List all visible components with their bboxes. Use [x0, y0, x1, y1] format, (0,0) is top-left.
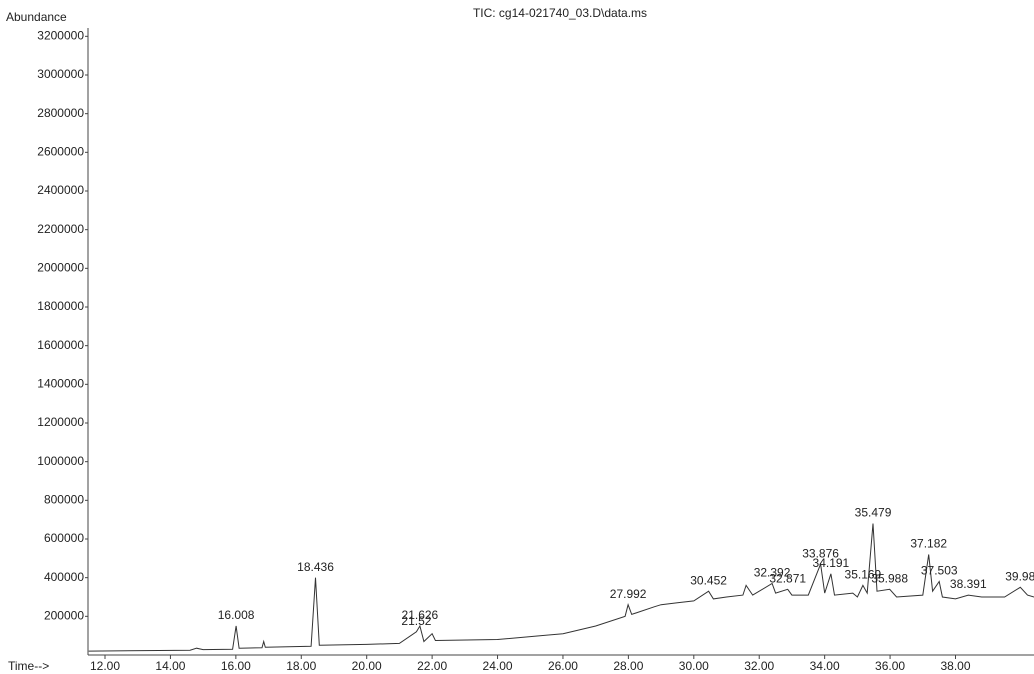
peak-label: 37.182	[910, 537, 947, 551]
x-tick-label: 18.00	[286, 659, 316, 673]
x-tick-label: 36.00	[875, 659, 905, 673]
peak-label: 33.876	[802, 546, 839, 560]
y-tick-label: 2800000	[37, 106, 84, 120]
y-tick-label: 2000000	[37, 261, 84, 275]
x-tick-label: 24.00	[483, 659, 513, 673]
x-tick-label: 14.00	[155, 659, 185, 673]
peak-label: 27.992	[610, 587, 647, 601]
x-tick-label: 34.00	[810, 659, 840, 673]
x-tick-label: 26.00	[548, 659, 578, 673]
x-tick-label: 16.00	[221, 659, 251, 673]
y-axis-label: Abundance	[6, 10, 67, 24]
x-axis-label: Time-->	[8, 659, 49, 673]
trace	[88, 523, 1034, 652]
peak-label: 37.503	[921, 564, 958, 578]
x-tick-label: 22.00	[417, 659, 447, 673]
peak-label: 30.452	[690, 573, 727, 587]
y-tick-label: 1800000	[37, 299, 84, 313]
peak-label: 16.008	[218, 608, 255, 622]
y-tick-label: 400000	[44, 570, 84, 584]
peak-label: 18.436	[297, 560, 334, 574]
x-tick-label: 20.00	[352, 659, 382, 673]
y-tick-label: 2400000	[37, 183, 84, 197]
y-tick-label: 800000	[44, 493, 84, 507]
peak-label: 32.871	[769, 571, 806, 585]
peak-label: 32.392	[754, 566, 791, 580]
peak-label: 35.479	[855, 506, 892, 520]
y-tick-label: 2600000	[37, 145, 84, 159]
peak-label: 39.98	[1005, 570, 1034, 584]
y-tick-label: 3000000	[37, 67, 84, 81]
x-tick-label: 38.00	[940, 659, 970, 673]
y-tick-label: 1400000	[37, 377, 84, 391]
x-tick-label: 30.00	[679, 659, 709, 673]
y-tick-label: 600000	[44, 531, 84, 545]
y-tick-label: 1200000	[37, 415, 84, 429]
y-tick-label: 2200000	[37, 222, 84, 236]
peak-label: 21.626	[402, 608, 439, 622]
x-tick-label: 28.00	[613, 659, 643, 673]
y-tick-label: 1000000	[37, 454, 84, 468]
y-tick-label: 1600000	[37, 338, 84, 352]
peak-label: 35.169	[845, 568, 882, 582]
peak-label: 21.52	[401, 614, 431, 628]
peak-label: 38.391	[950, 577, 987, 591]
chart-title: TIC: cg14-021740_03.D\data.ms	[473, 6, 647, 20]
peak-label: 34.191	[813, 556, 850, 570]
x-tick-label: 32.00	[744, 659, 774, 673]
peak-label: 35.988	[871, 571, 908, 585]
x-tick-label: 12.00	[90, 659, 120, 673]
y-tick-label: 200000	[44, 609, 84, 623]
y-tick-label: 3200000	[37, 29, 84, 43]
